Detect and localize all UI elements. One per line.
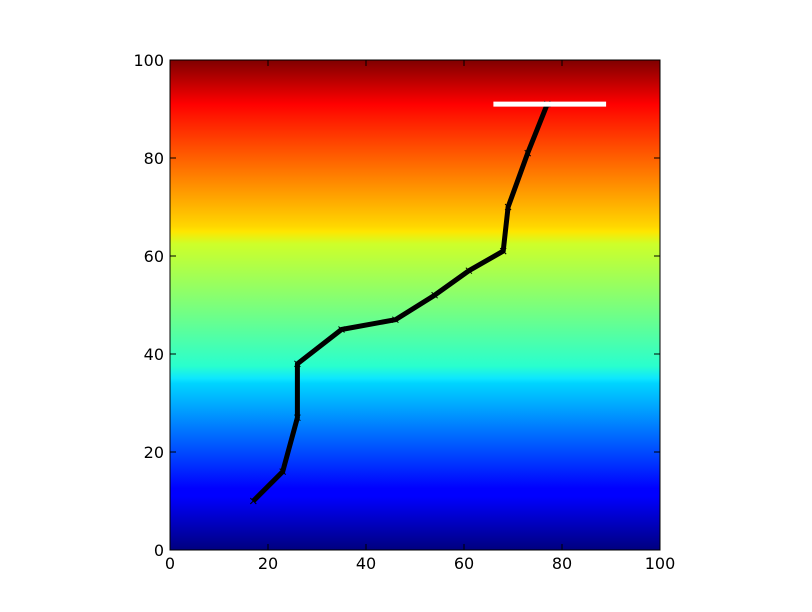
x-tick-label: 100 (645, 554, 676, 573)
plot-frame (169, 59, 661, 551)
y-tick-label: 20 (144, 443, 164, 462)
ticks: 0 20 40 60 80 100 0 20 40 60 80 100 (133, 51, 675, 573)
y-tick-label: 40 (144, 345, 164, 364)
data-point-marker (279, 468, 287, 475)
data-point-marker (249, 497, 257, 505)
series-line-1 (251, 103, 550, 503)
x-tick-label: 60 (454, 554, 474, 573)
y-tick-label: 60 (144, 247, 164, 266)
data-point-marker (294, 414, 301, 422)
data-point-marker (338, 326, 345, 333)
axes-frame (169, 59, 661, 551)
x-tick-label: 40 (356, 554, 376, 573)
data-point-marker (294, 360, 301, 368)
data-point-marker (524, 149, 532, 157)
series-layer (249, 100, 607, 505)
data-point-marker (504, 203, 512, 211)
data-point-marker (465, 267, 473, 275)
data-point-marker (431, 291, 438, 299)
y-tick-label: 80 (144, 149, 164, 168)
y-tick-label: 100 (133, 51, 164, 70)
y-tick-label: 0 (154, 541, 164, 560)
data-point-marker (499, 247, 507, 255)
data-point-marker (392, 316, 399, 324)
x-tick-label: 20 (258, 554, 278, 573)
x-tick-label: 0 (165, 554, 175, 573)
x-tick-label: 80 (552, 554, 572, 573)
